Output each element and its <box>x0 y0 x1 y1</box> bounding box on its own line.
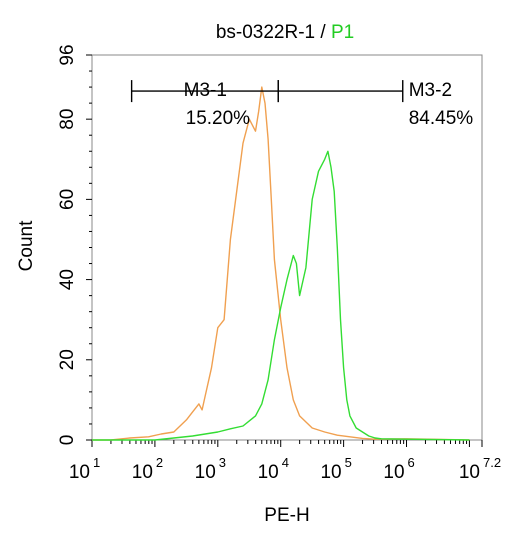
x-tick-exponent: 3 <box>219 455 226 470</box>
x-tick-label: 10 <box>383 462 404 483</box>
gate-percent: 84.45% <box>409 108 474 129</box>
x-tick-exponent: 6 <box>408 455 415 470</box>
title-part-sample: bs-0322R-1 / <box>216 22 331 43</box>
x-axis-label: PE-H <box>264 505 309 526</box>
gate-name: M3-1 <box>184 80 227 101</box>
chart-title: bs-0322R-1 / P1 <box>216 22 354 43</box>
x-tick-label: 10 <box>320 462 341 483</box>
x-axis: 10 1 10 2 10 3 10 4 10 5 10 6 10 7.2 <box>69 440 501 483</box>
y-axis: 0 20 40 60 80 96 <box>57 44 92 445</box>
y-tick-label: 20 <box>57 349 78 370</box>
x-tick-exponent: 1 <box>93 455 100 470</box>
gate-percent: 15.20% <box>186 108 251 129</box>
y-tick-label: 60 <box>57 189 78 210</box>
x-tick-label: 10 <box>195 462 216 483</box>
gate-name: M3-2 <box>409 80 452 101</box>
series-line-2 <box>92 150 470 441</box>
series-layer <box>92 86 470 441</box>
x-tick-exponent: 7.2 <box>483 455 501 470</box>
y-tick-label: 40 <box>57 269 78 290</box>
x-tick-label: 10 <box>459 462 480 483</box>
x-tick-exponent: 2 <box>156 455 163 470</box>
series-line-1 <box>92 86 470 441</box>
y-tick-label: 0 <box>57 435 78 446</box>
x-tick-label: 10 <box>132 462 153 483</box>
y-tick-label: 96 <box>57 44 78 65</box>
y-tick-label: 80 <box>57 109 78 130</box>
x-tick-label: 10 <box>69 462 90 483</box>
x-tick-label: 10 <box>258 462 279 483</box>
x-tick-exponent: 5 <box>345 455 352 470</box>
x-tick-exponent: 4 <box>282 455 289 470</box>
gate-layer: M3-1 15.20% M3-2 84.45% <box>130 80 474 129</box>
title-part-population: P1 <box>331 22 354 43</box>
y-axis-label: Count <box>16 220 37 271</box>
